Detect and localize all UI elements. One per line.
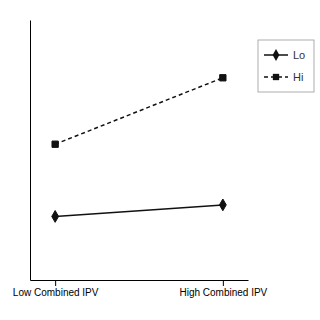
x-tick-mark xyxy=(55,280,56,286)
series-point xyxy=(219,199,226,211)
series-line xyxy=(55,205,223,217)
x-tick: Low Combined IPV xyxy=(13,280,99,298)
chart-container: Low Combined IPV High Combined IPV Lo Hi xyxy=(0,0,320,320)
legend-frame xyxy=(258,40,314,92)
x-tick: High Combined IPV xyxy=(179,280,267,298)
legend-label: Hi xyxy=(293,71,303,83)
plot-area: Low Combined IPV High Combined IPV xyxy=(13,21,268,299)
x-axis: Low Combined IPV High Combined IPV xyxy=(13,280,268,298)
legend-label: Lo xyxy=(293,49,305,61)
legend-item: Hi xyxy=(264,71,303,83)
marks xyxy=(52,75,226,223)
series-point xyxy=(220,75,226,81)
series-point xyxy=(52,141,58,147)
x-tick-mark xyxy=(223,280,224,286)
legend: Lo Hi xyxy=(258,40,314,92)
x-axis-line xyxy=(31,280,249,281)
y-axis xyxy=(30,21,31,281)
x-tick-label: High Combined IPV xyxy=(179,287,267,298)
y-axis-line xyxy=(30,21,31,281)
legend-marker xyxy=(273,49,280,61)
series-point xyxy=(52,211,59,223)
legend-marker xyxy=(273,74,279,80)
legend-item: Lo xyxy=(264,49,305,61)
chart-svg: Low Combined IPV High Combined IPV Lo Hi xyxy=(0,0,320,320)
series-line xyxy=(55,78,223,144)
x-tick-label: Low Combined IPV xyxy=(13,287,99,298)
